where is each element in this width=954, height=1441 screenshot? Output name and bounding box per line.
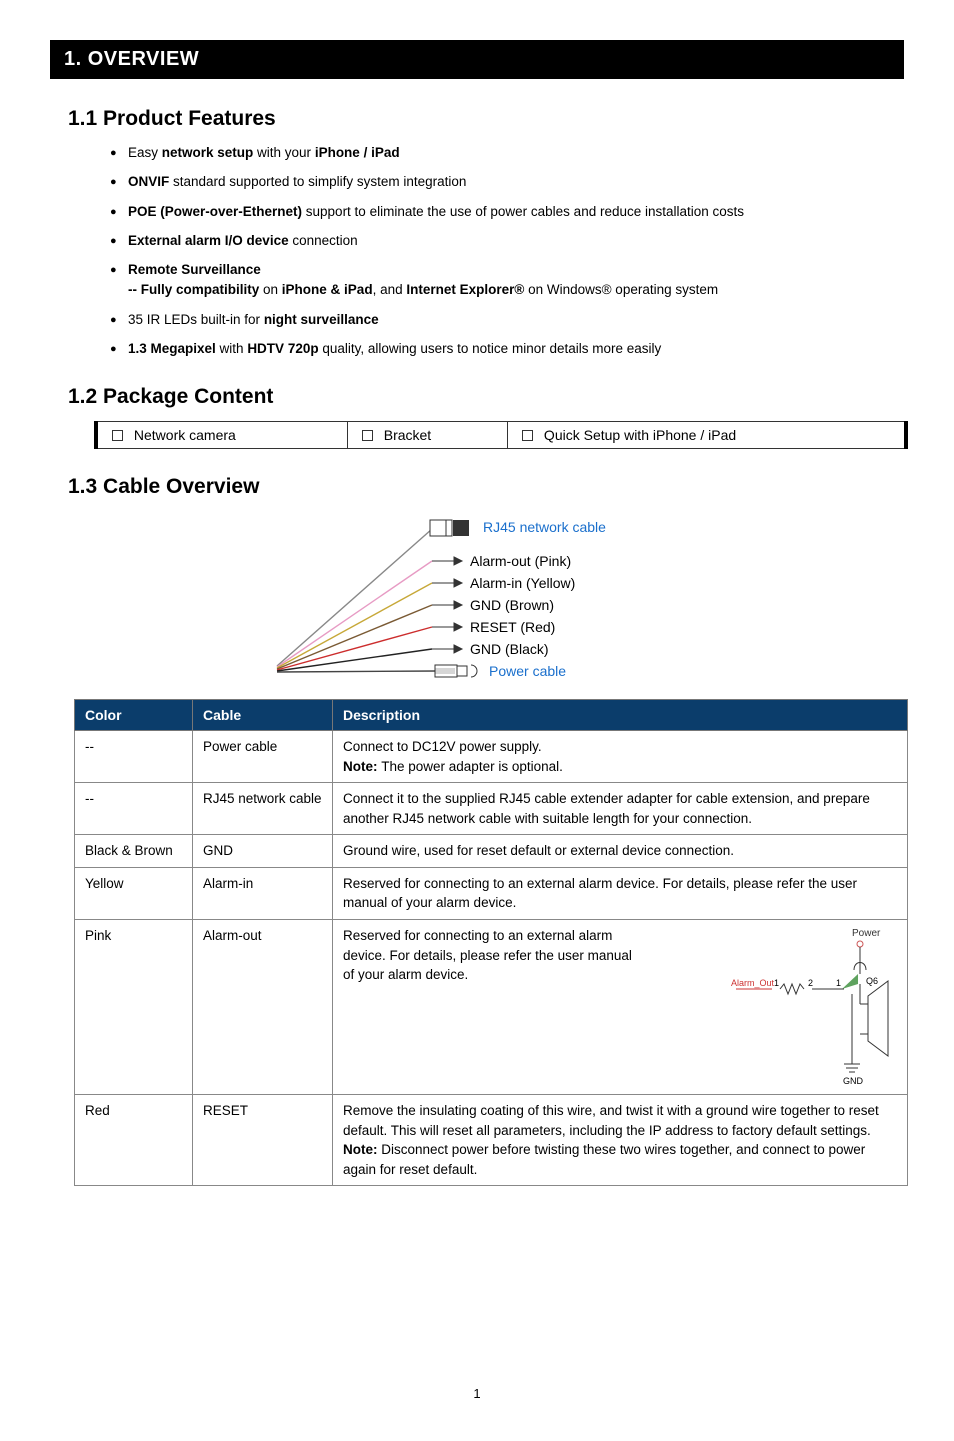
diagram-label-alarmout: Alarm-out (Pink) [470,553,571,569]
table-row: PinkAlarm-outReserved for connecting to … [75,919,908,1094]
cable-table: Color Cable Description --Power cableCon… [74,699,908,1186]
page-number: 1 [50,1386,904,1401]
svg-text:Q6: Q6 [866,976,878,986]
checkbox-icon [112,430,123,441]
cell-cable: Power cable [193,731,333,783]
cell-color: -- [75,783,193,835]
svg-text:1: 1 [774,978,779,988]
checkbox-icon [522,430,533,441]
svg-text:Alarm_Out: Alarm_Out [731,978,775,988]
cell-description: Connect it to the supplied RJ45 cable ex… [333,783,908,835]
heading-1-1: 1.1 Product Features [68,107,904,131]
heading-1-2: 1.2 Package Content [68,385,904,409]
diagram-label-gnd2: GND (Black) [470,641,549,657]
cell-description: Remove the insulating coating of this wi… [333,1094,908,1185]
th-cable: Cable [193,700,333,731]
cell-description: Reserved for connecting to an external a… [333,867,908,919]
section-title-bar: 1. OVERVIEW [50,40,904,79]
diagram-label-power: Power cable [489,663,566,679]
cell-cable: GND [193,835,333,868]
diagram-label-gnd1: GND (Brown) [470,597,554,613]
feature-item: ONVIF standard supported to simplify sys… [110,172,904,192]
th-color: Color [75,700,193,731]
table-row: --RJ45 network cableConnect it to the su… [75,783,908,835]
package-item: Bracket [347,422,507,449]
cell-cable: RESET [193,1094,333,1185]
cell-description: Ground wire, used for reset default or e… [333,835,908,868]
package-table: Network camera Bracket Quick Setup with … [94,421,908,449]
heading-1-3: 1.3 Cable Overview [68,475,904,499]
cell-cable: Alarm-in [193,867,333,919]
package-item: Quick Setup with iPhone / iPad [508,422,906,449]
table-row: Black & BrownGNDGround wire, used for re… [75,835,908,868]
th-description: Description [333,700,908,731]
feature-item: 35 IR LEDs built-in for night surveillan… [110,310,904,330]
feature-item: POE (Power-over-Ethernet) support to eli… [110,202,904,222]
diagram-label-rj45: RJ45 network cable [483,519,606,535]
cell-color: -- [75,731,193,783]
checkbox-icon [362,430,373,441]
feature-item: 1.3 Megapixel with HDTV 720p quality, al… [110,339,904,359]
svg-text:GND: GND [843,1076,864,1086]
feature-item: Remote Surveillance-- Fully compatibilit… [110,260,904,301]
alarm-out-circuit-diagram: PowerQ6Alarm_Out121GND [728,926,893,1091]
cell-description: Reserved for connecting to an external a… [333,919,908,1094]
cell-description: Connect to DC12V power supply.Note: The … [333,731,908,783]
package-item: Network camera [96,422,347,449]
feature-item: External alarm I/O device connection [110,231,904,251]
diagram-label-alarmin: Alarm-in (Yellow) [470,575,575,591]
table-row: --Power cableConnect to DC12V power supp… [75,731,908,783]
cell-color: Black & Brown [75,835,193,868]
cell-cable: RJ45 network cable [193,783,333,835]
cell-color: Yellow [75,867,193,919]
table-row: YellowAlarm-inReserved for connecting to… [75,867,908,919]
cell-color: Pink [75,919,193,1094]
cable-diagram: RJ45 network cable Alarm-out (Pink) Alar… [257,511,697,681]
features-list: Easy network setup with your iPhone / iP… [110,143,904,359]
svg-text:Power: Power [852,928,881,939]
table-row: RedRESETRemove the insulating coating of… [75,1094,908,1185]
cell-color: Red [75,1094,193,1185]
svg-text:2: 2 [808,978,813,988]
feature-item: Easy network setup with your iPhone / iP… [110,143,904,163]
svg-text:1: 1 [836,978,841,988]
diagram-label-reset: RESET (Red) [470,619,555,635]
cell-cable: Alarm-out [193,919,333,1094]
